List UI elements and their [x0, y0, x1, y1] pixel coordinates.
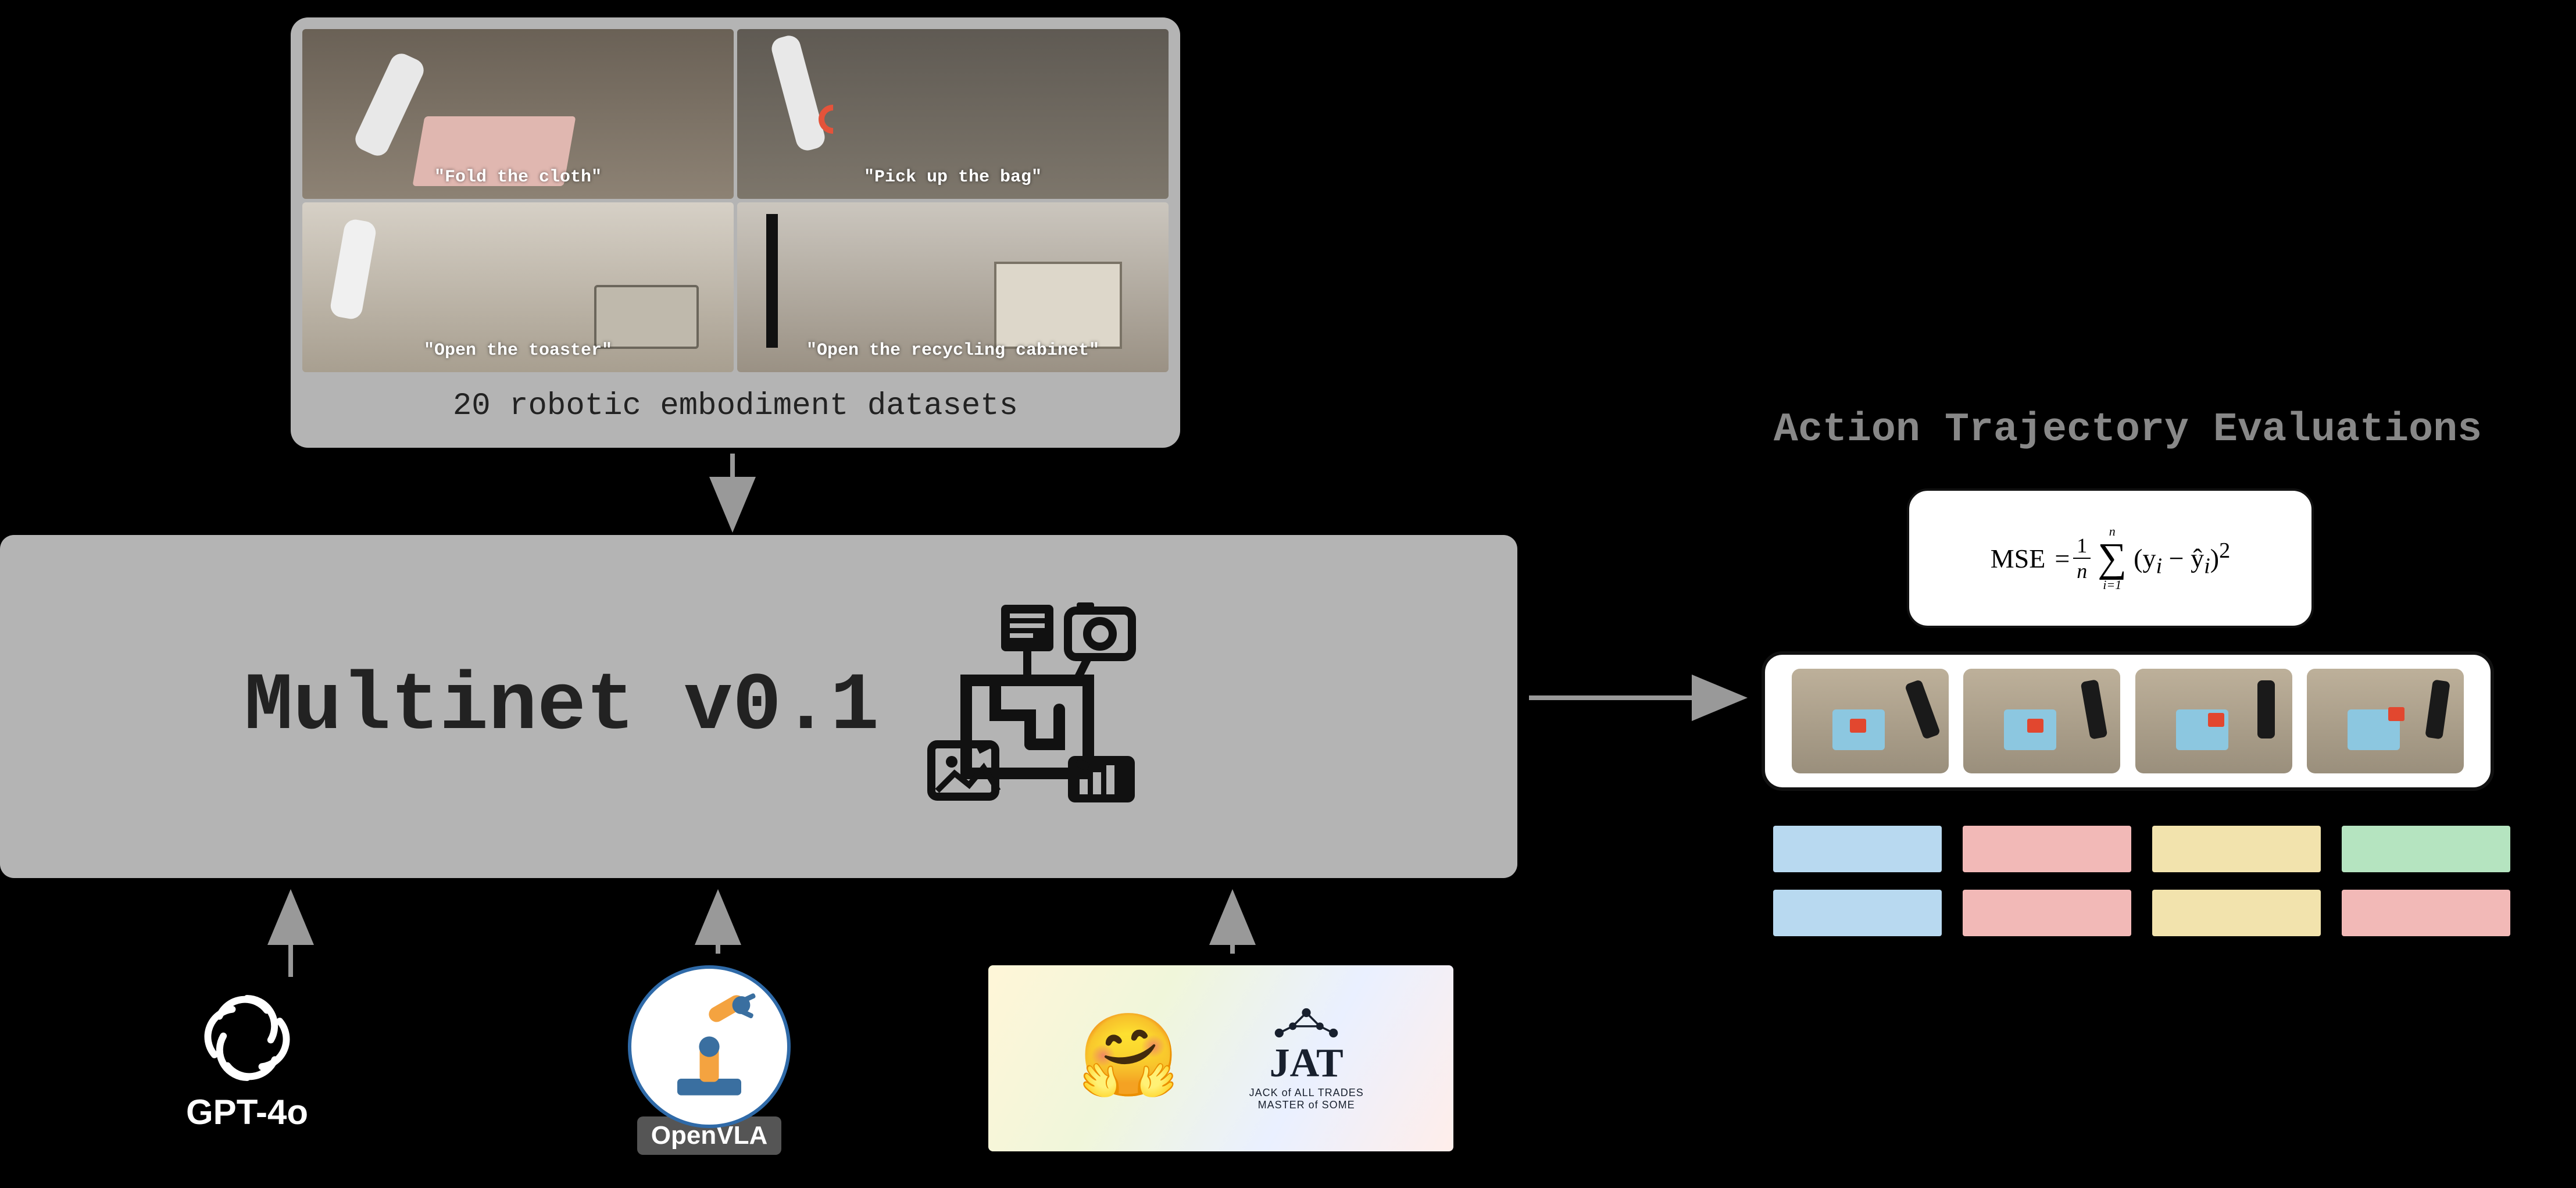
gpt4o-model: GPT-4o	[186, 989, 308, 1132]
openvla-arm-icon	[645, 983, 773, 1111]
trajectory-frame-1	[1792, 669, 1949, 773]
jat-card: 🤗 JAT JACK of ALL TRADES MASTER of SOME	[988, 965, 1453, 1151]
dataset-caption-4: "Open the recycling cabinet"	[806, 341, 1099, 361]
openvla-logo-circle	[628, 965, 791, 1128]
mse-term: (yi − ŷi)2	[2134, 538, 2230, 579]
trajectory-frame-2	[1963, 669, 2120, 773]
eval-cell-3	[2342, 826, 2510, 872]
dataset-caption-2: "Pick up the bag"	[864, 167, 1042, 187]
trajectory-frame-4	[2307, 669, 2464, 773]
trajectory-frame-3	[2135, 669, 2292, 773]
eval-cell-2	[2152, 826, 2321, 872]
trajectory-frames-box	[1762, 651, 2494, 791]
dataset-caption-3: "Open the toaster"	[424, 341, 612, 361]
jat-subtitle-1: JACK of ALL TRADES	[1249, 1087, 1364, 1099]
jat-model: 🤗 JAT JACK of ALL TRADES MASTER of SOME	[988, 965, 1453, 1151]
evaluation-color-grid	[1773, 826, 2510, 936]
mse-formula-box: MSE = 1 n n ∑ i=1 (yi − ŷi)2	[1907, 488, 2314, 628]
mse-sigma: n ∑ i=1	[2098, 525, 2127, 591]
huggingface-emoji-icon: 🤗	[1078, 1008, 1179, 1108]
eval-cell-4	[1773, 890, 1942, 936]
mse-formula: MSE = 1 n n ∑ i=1 (yi − ŷi)2	[1991, 525, 2231, 591]
eval-cell-1	[1963, 826, 2131, 872]
jat-logo: JAT JACK of ALL TRADES MASTER of SOME	[1249, 1005, 1364, 1111]
eval-cell-7	[2342, 890, 2510, 936]
mse-label: MSE	[1991, 543, 2046, 574]
openvla-model: OpenVLA	[628, 965, 791, 1155]
openai-knot-icon	[198, 989, 296, 1087]
gpt4o-label: GPT-4o	[186, 1092, 308, 1132]
dataset-caption-1: "Fold the cloth"	[434, 167, 602, 187]
eval-cell-6	[2152, 890, 2321, 936]
jat-subtitle-2: MASTER of SOME	[1258, 1099, 1355, 1111]
eval-cell-5	[1963, 890, 2131, 936]
mse-fraction: 1 n	[2073, 533, 2091, 583]
evaluations-title: Action Trajectory Evaluations	[1692, 407, 2564, 453]
eval-cell-0	[1773, 826, 1942, 872]
jat-title: JAT	[1270, 1040, 1344, 1087]
jat-network-icon	[1266, 1005, 1347, 1040]
